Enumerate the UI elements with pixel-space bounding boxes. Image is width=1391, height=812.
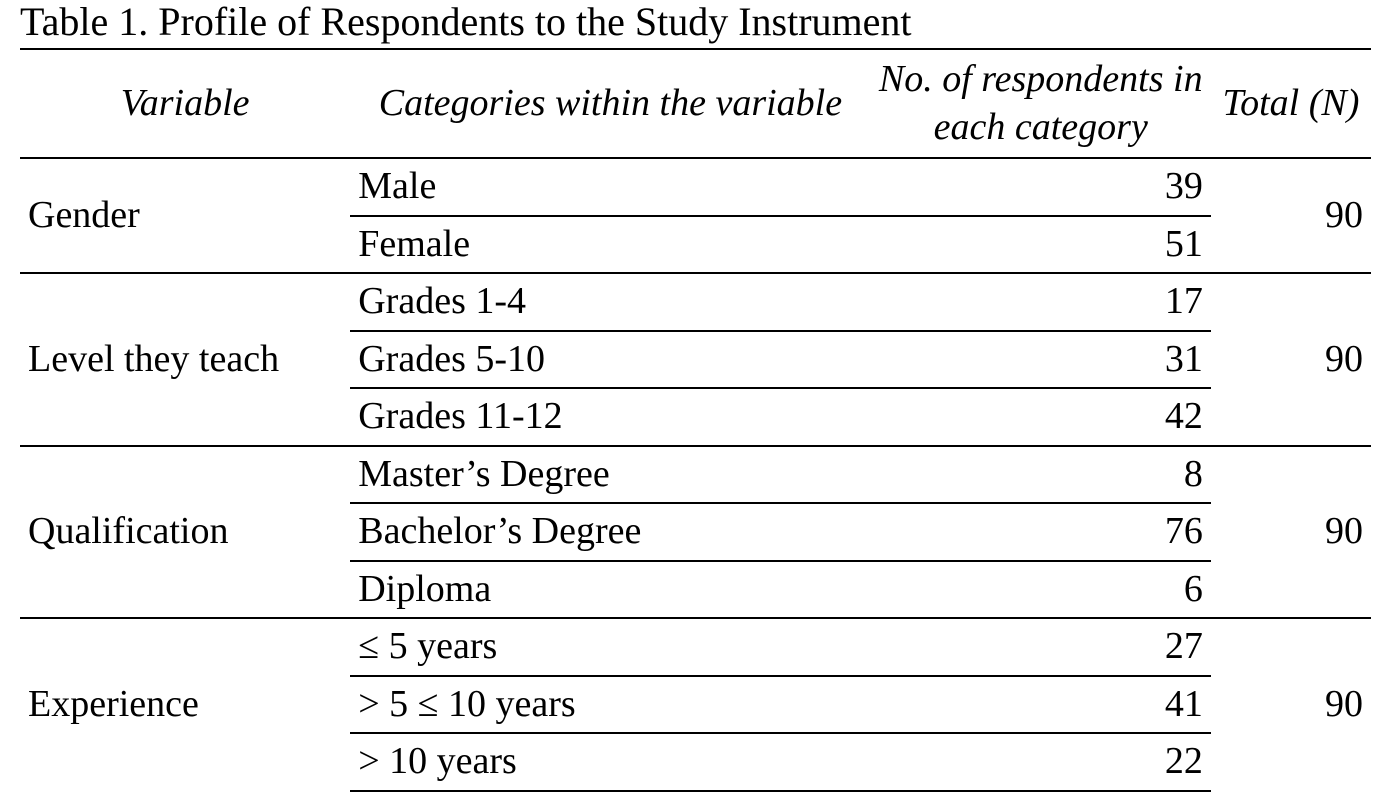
category-cell: Grades 11-12 xyxy=(350,388,870,446)
total-cell: 90 xyxy=(1211,273,1371,446)
category-cell: Diploma xyxy=(350,561,870,619)
variable-cell: Experience xyxy=(20,618,350,791)
col-header-count: No. of respondents in each category xyxy=(871,49,1211,158)
total-cell: 90 xyxy=(1211,158,1371,273)
page: Table 1. Profile of Respondents to the S… xyxy=(0,0,1391,812)
col-header-variable: Variable xyxy=(20,49,350,158)
table-title: Table 1. Profile of Respondents to the S… xyxy=(20,0,1371,48)
category-cell: Grades 1-4 xyxy=(350,273,870,331)
count-cell: 41 xyxy=(871,676,1211,734)
table-row: Level they teachGrades 1-41790 xyxy=(20,273,1371,331)
category-cell: > 10 years xyxy=(350,733,870,791)
table-body: GenderMale3990Female51Level they teachGr… xyxy=(20,158,1371,791)
variable-cell: Level they teach xyxy=(20,273,350,446)
category-cell: Female xyxy=(350,216,870,274)
total-cell: 90 xyxy=(1211,446,1371,619)
col-header-total: Total (N) xyxy=(1211,49,1371,158)
category-cell: Master’s Degree xyxy=(350,446,870,504)
table-row: QualificationMaster’s Degree890 xyxy=(20,446,1371,504)
respondent-profile-table: Variable Categories within the variable … xyxy=(20,48,1371,792)
variable-cell: Qualification xyxy=(20,446,350,619)
variable-cell: Gender xyxy=(20,158,350,273)
category-cell: > 5 ≤ 10 years xyxy=(350,676,870,734)
count-cell: 51 xyxy=(871,216,1211,274)
count-cell: 39 xyxy=(871,158,1211,216)
count-cell: 8 xyxy=(871,446,1211,504)
count-cell: 31 xyxy=(871,331,1211,389)
table-row: GenderMale3990 xyxy=(20,158,1371,216)
count-cell: 76 xyxy=(871,503,1211,561)
category-cell: Male xyxy=(350,158,870,216)
category-cell: Grades 5-10 xyxy=(350,331,870,389)
total-cell: 90 xyxy=(1211,618,1371,791)
category-cell: ≤ 5 years xyxy=(350,618,870,676)
count-cell: 42 xyxy=(871,388,1211,446)
table-header-row: Variable Categories within the variable … xyxy=(20,49,1371,158)
count-cell: 27 xyxy=(871,618,1211,676)
count-cell: 6 xyxy=(871,561,1211,619)
count-cell: 17 xyxy=(871,273,1211,331)
category-cell: Bachelor’s Degree xyxy=(350,503,870,561)
col-header-categories: Categories within the variable xyxy=(350,49,870,158)
table-row: Experience≤ 5 years2790 xyxy=(20,618,1371,676)
count-cell: 22 xyxy=(871,733,1211,791)
